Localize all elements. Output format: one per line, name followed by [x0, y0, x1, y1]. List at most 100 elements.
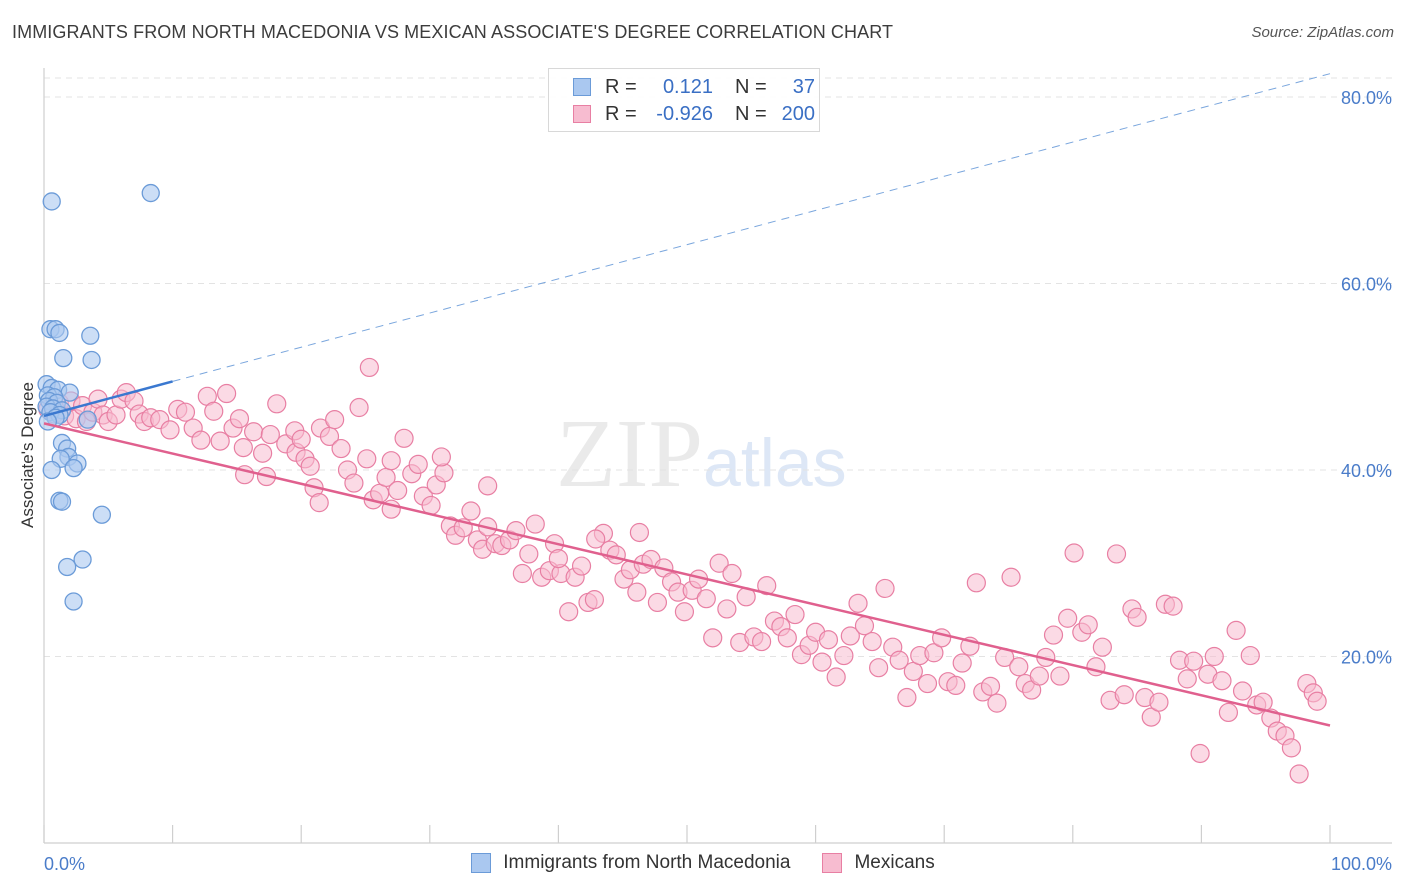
- mexicans-point: [434, 463, 454, 483]
- mexicans-point: [300, 456, 320, 476]
- mexicans-point: [1232, 681, 1253, 701]
- mexicans-point: [519, 544, 539, 564]
- mexicans-point: [897, 687, 917, 708]
- mexicans-point: [381, 451, 401, 471]
- mexicans-point: [559, 602, 579, 622]
- mexicans-point: [875, 578, 895, 599]
- mexicans-point: [952, 653, 972, 673]
- mexicans-point: [1226, 620, 1246, 640]
- source-credit: Source: ZipAtlas.com: [1251, 24, 1394, 41]
- y-tick-label: 80.0%: [1341, 88, 1392, 108]
- mexicans-point: [1218, 702, 1239, 723]
- mexicans-point: [1204, 646, 1224, 667]
- mexicans-point: [210, 431, 230, 451]
- mexicans-point: [987, 693, 1007, 713]
- macedonia-point: [42, 192, 61, 211]
- macedonia-point: [64, 592, 83, 611]
- mexicans-point: [696, 589, 716, 609]
- mexicans-point: [1141, 707, 1161, 727]
- y-tick-label: 40.0%: [1341, 461, 1392, 481]
- mexicans-point: [1064, 543, 1084, 563]
- mexicans-point: [1114, 685, 1134, 705]
- mexicans-point: [325, 410, 345, 430]
- mexicans-point: [777, 628, 797, 648]
- mexicans-point: [461, 501, 481, 521]
- macedonia-point: [73, 550, 92, 569]
- mexicans-point: [1029, 666, 1049, 686]
- mexicans-point: [848, 593, 868, 613]
- series-legend-macedonia[interactable]: Immigrants from North Macedonia: [471, 852, 790, 874]
- mexicans-point: [889, 650, 909, 670]
- mexicans-point: [1106, 544, 1127, 564]
- mexicans-point: [924, 643, 944, 663]
- mexicans-point: [431, 447, 451, 467]
- watermark: ZIPatlas: [556, 398, 847, 510]
- series-label-macedonia: Immigrants from North Macedonia: [503, 852, 791, 873]
- mexicans-point: [217, 383, 237, 404]
- mexicans-point: [191, 430, 211, 450]
- legend-n-value: 37: [792, 75, 815, 98]
- mexicans-point: [946, 675, 966, 696]
- mexicans-point: [1001, 567, 1021, 587]
- mexicans-point: [267, 394, 287, 414]
- mexicans-point: [1092, 637, 1112, 657]
- mexicans-point: [703, 628, 723, 648]
- mexicans-point: [751, 631, 772, 652]
- y-tick-label: 20.0%: [1341, 648, 1392, 668]
- mexicans-point: [826, 667, 846, 687]
- mexicans-point: [478, 476, 498, 496]
- chart-title: IMMIGRANTS FROM NORTH MACEDONIA VS MEXIC…: [12, 22, 894, 42]
- macedonia-point: [141, 183, 160, 203]
- series-label-mexicans: Mexicans: [854, 852, 935, 873]
- mexicans-point: [1190, 743, 1210, 764]
- mexicans-point: [674, 602, 695, 622]
- mexicans-point: [1078, 615, 1098, 635]
- macedonia-point: [64, 458, 83, 478]
- legend-n-value: 200: [781, 102, 815, 125]
- y-tick-label: 60.0%: [1341, 275, 1392, 295]
- series-legend: Immigrants from North Macedonia Mexicans: [0, 852, 1406, 874]
- mexicans-point: [722, 563, 742, 584]
- legend-swatch-macedonia: [573, 78, 591, 96]
- macedonia-point: [92, 505, 112, 524]
- series-swatch-mexicans: [822, 853, 843, 873]
- mexicans-point: [260, 424, 280, 445]
- mexicans-point: [229, 409, 250, 429]
- mexicans-point: [709, 553, 729, 573]
- mexicans-point: [869, 658, 889, 678]
- legend-n-label: N =: [735, 75, 767, 98]
- mexicans-point: [309, 493, 329, 513]
- legend-row-mexicans: R = -0.926 N = 200: [573, 102, 815, 126]
- watermark-atlas: atlas: [703, 425, 847, 501]
- mexicans-point: [854, 616, 875, 636]
- mexicans-point: [629, 522, 650, 543]
- mexicans-point: [966, 573, 986, 593]
- series-legend-mexicans[interactable]: Mexicans: [822, 852, 935, 874]
- x-tick-label: 0.0%: [44, 854, 85, 874]
- mexicans-point: [840, 626, 860, 646]
- mexicans-point: [1281, 738, 1302, 758]
- mexicans-point: [1307, 691, 1327, 711]
- mexicans-point: [586, 529, 606, 549]
- mexicans-point: [244, 422, 264, 442]
- mexicans-point: [512, 563, 532, 584]
- mexicans-point: [917, 673, 938, 694]
- watermark-zip: ZIP: [556, 400, 703, 508]
- macedonia-trend-line: [43, 380, 173, 418]
- legend-swatch-mexicans: [573, 105, 591, 123]
- mexicans-point: [525, 514, 545, 534]
- mexicans-point: [106, 405, 126, 425]
- mexicans-point: [359, 357, 379, 378]
- macedonia-point: [50, 323, 69, 343]
- mexicans-point: [757, 576, 777, 596]
- mexicans-point: [717, 599, 737, 619]
- mexicans-point: [1050, 666, 1070, 686]
- mexicans-point: [160, 420, 180, 440]
- mexicans-point: [1058, 608, 1078, 628]
- mexicans-point: [548, 548, 569, 569]
- mexicans-point: [571, 556, 592, 576]
- macedonia-trend-extension: [172, 73, 1331, 382]
- mexicans-point: [834, 645, 854, 666]
- mexicans-point: [408, 454, 428, 475]
